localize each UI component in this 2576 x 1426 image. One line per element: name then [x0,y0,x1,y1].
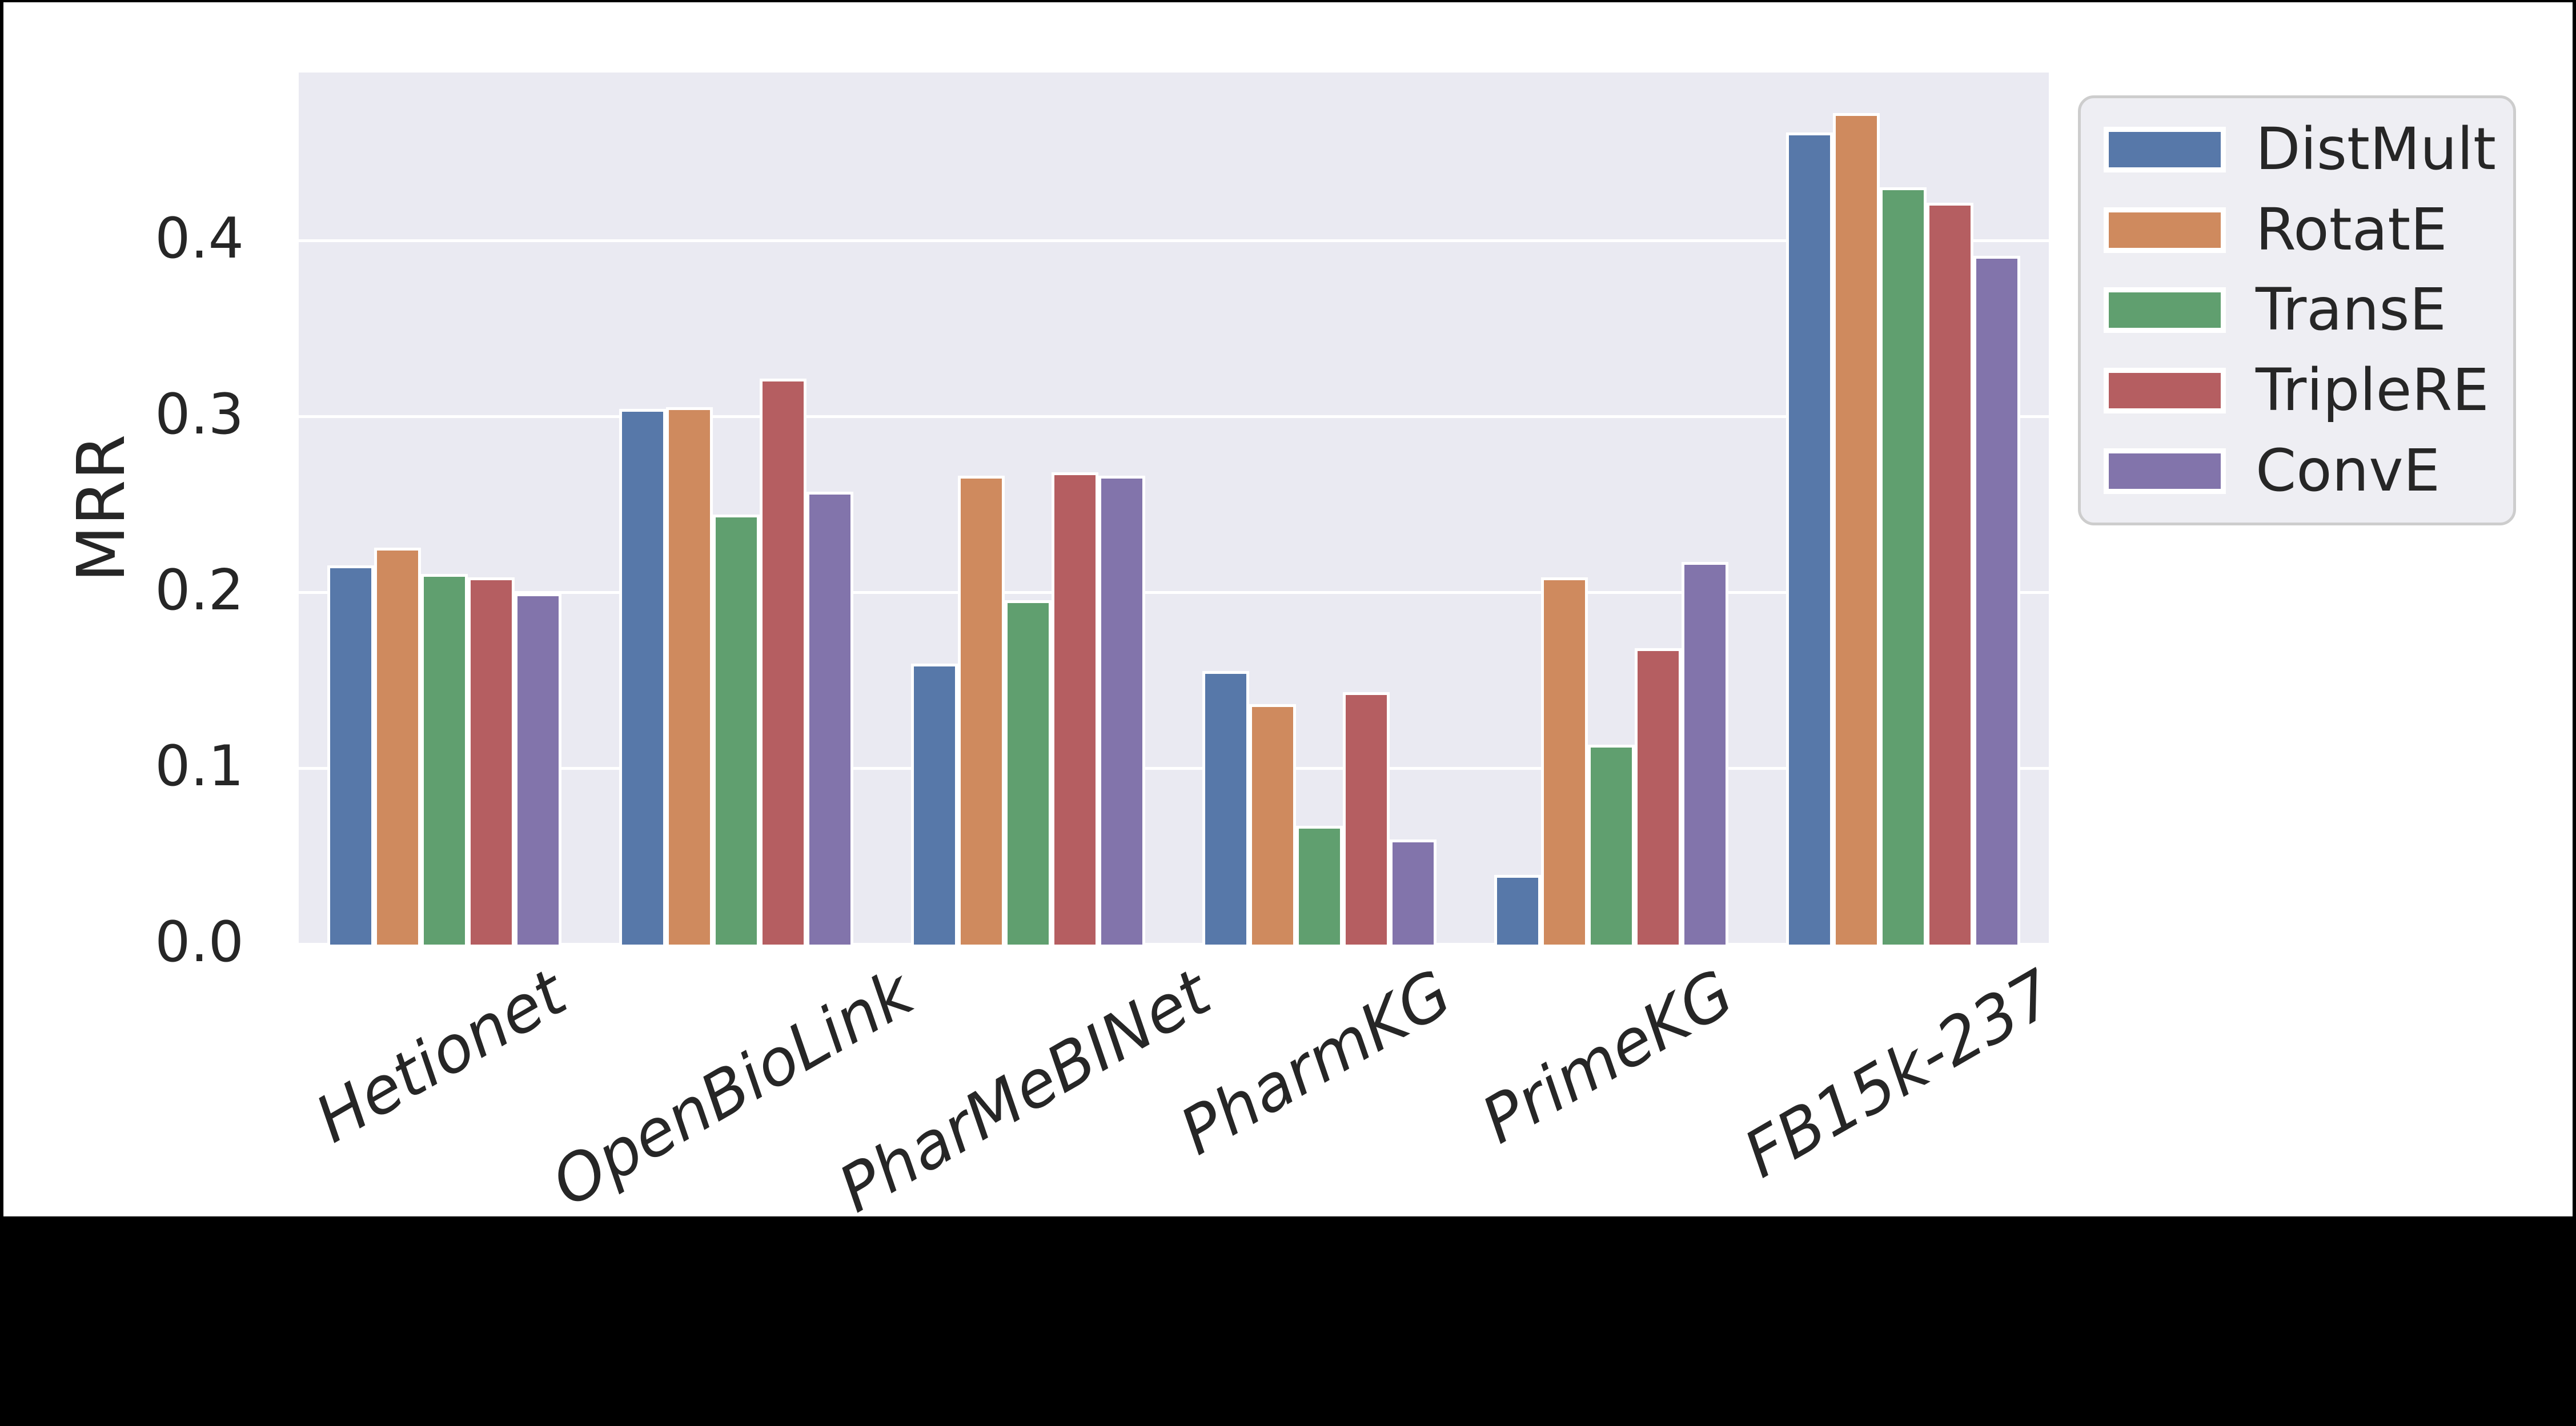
bar-DistMult-FB15k-237 [1785,132,1833,945]
bar-DistMult-PharmKG [1202,670,1250,945]
bar-TransE-PharMeBINet [1004,600,1052,945]
gridline-0.2 [299,591,2049,594]
legend-label-DistMult: DistMult [2256,115,2496,183]
figure-background: MRR 0.0 0.1 0.2 0.3 0.4 Hetionet OpenBioLink P… [3,2,2573,1227]
bar-TransE-Hetionet [421,574,468,945]
bar-TransE-PharmKG [1296,825,1343,945]
x-tick-label-Hetionet: Hetionet [303,955,579,1158]
legend-label-RotatE: RotatE [2256,195,2447,264]
bar-TripleRE-PharmKG [1343,692,1390,945]
bar-TransE-FB15k-237 [1879,187,1927,945]
bar-DistMult-PharMeBINet [910,664,958,945]
bar-DistMult-Hetionet [327,565,375,945]
legend-item-TripleRE: TripleRE [2104,361,2513,420]
bar-TripleRE-Hetionet [468,577,515,945]
bar-TransE-PrimeKG [1588,745,1635,945]
bar-RotatE-PrimeKG [1541,577,1588,945]
bar-RotatE-Hetionet [374,548,422,945]
legend-swatch-DistMult [2104,126,2226,172]
y-tick-label-0.4: 0.4 [155,206,244,271]
bar-ConvE-Hetionet [515,593,562,945]
bar-TripleRE-FB15k-237 [1926,203,1973,945]
bar-ConvE-OpenBioLink [806,491,853,945]
legend-swatch-ConvE [2104,448,2226,495]
bar-DistMult-PrimeKG [1494,874,1541,945]
y-axis-label: MRR [63,434,140,583]
legend-swatch-RotatE [2104,207,2226,253]
bar-TransE-OpenBioLink [713,514,760,945]
legend-label-TransE: TransE [2256,276,2446,344]
legend-item-TransE: TransE [2104,281,2513,339]
bar-DistMult-OpenBioLink [619,408,666,945]
bar-RotatE-OpenBioLink [666,407,713,945]
legend-label-TripleRE: TripleRE [2256,356,2489,425]
bar-RotatE-FB15k-237 [1832,113,1880,945]
legend-swatch-TransE [2104,287,2226,334]
legend-item-DistMult: DistMult [2104,120,2513,179]
bar-ConvE-FB15k-237 [1973,255,2020,945]
legend-label-ConvE: ConvE [2256,437,2441,505]
bar-ConvE-PharmKG [1390,839,1437,945]
y-tick-label-0.0: 0.0 [155,910,244,975]
legend-item-ConvE: ConvE [2104,442,2513,500]
gridline-0.1 [299,767,2049,770]
bar-RotatE-PharmKG [1249,704,1297,945]
bar-ConvE-PharMeBINet [1098,475,1145,945]
bar-ConvE-PrimeKG [1682,561,1728,945]
bar-TripleRE-OpenBioLink [760,379,806,945]
legend-item-RotatE: RotatE [2104,195,2513,264]
y-tick-label-0.3: 0.3 [155,382,244,447]
x-tick-label-FB15k-237: FB15k-237 [1731,955,2067,1192]
y-tick-label-0.2: 0.2 [155,558,244,623]
gridline-0.0 [299,943,2049,946]
legend-swatch-TripleRE [2104,368,2226,414]
x-tick-label-PharmKG: PharmKG [1168,955,1464,1170]
gridline-0.3 [299,415,2049,418]
bar-RotatE-PharMeBINet [957,475,1005,945]
legend: DistMult RotatE TransE TripleRE ConvE [2078,95,2516,525]
y-tick-label-0.1: 0.1 [155,734,244,799]
gridline-0.4 [299,239,2049,242]
x-tick-label-PrimeKG: PrimeKG [1470,955,1746,1158]
bar-TripleRE-PrimeKG [1635,648,1682,945]
bar-TripleRE-PharMeBINet [1051,472,1098,945]
plot-area [299,73,2049,946]
